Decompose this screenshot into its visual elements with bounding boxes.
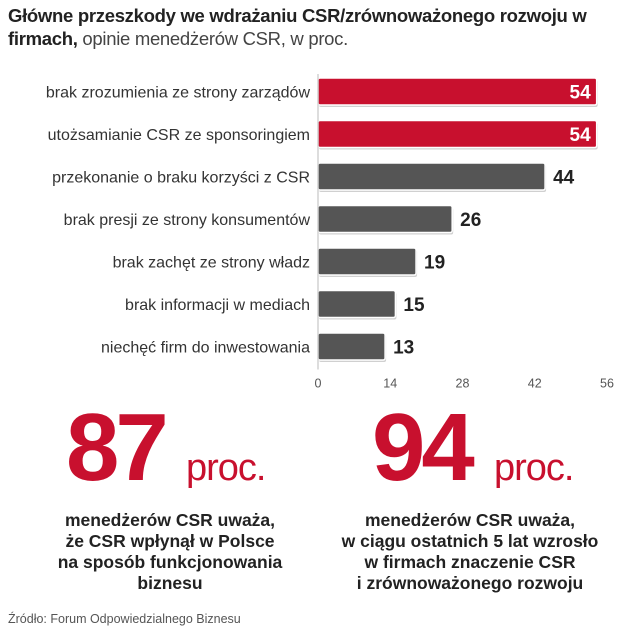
value-label-5: 15 xyxy=(403,295,425,316)
x-tick-label-3: 42 xyxy=(528,377,542,391)
stat-2-unit: proc. xyxy=(494,447,574,489)
stat-1-line-4: biznesu xyxy=(137,573,203,593)
category-label-0: brak zrozumienia ze strony zarządów xyxy=(46,85,311,102)
stat-2-number: 94 xyxy=(372,394,475,501)
value-label-2: 44 xyxy=(553,168,575,189)
bar-chart: brak zrozumienia ze strony zarządów 54 uto… xyxy=(46,74,614,391)
category-label-4: brak zachęt ze strony władz xyxy=(113,255,310,272)
stat-2-description: menedżerów CSR uważa, w ciągu ostatnich … xyxy=(315,510,625,594)
stat-2-line-2: w ciągu ostatnich 5 lat wzrosło xyxy=(341,531,599,551)
stat-1-description: menedżerów CSR uważa, że CSR wpłynął w P… xyxy=(20,510,320,594)
bar-6 xyxy=(317,332,386,361)
stat-1-unit: proc. xyxy=(186,447,266,489)
title-bold: Główne przeszkody we wdrażaniu CSR/zrówn… xyxy=(8,5,587,49)
category-label-5: brak informacji w mediach xyxy=(125,297,310,314)
stat-2-line-3: w firmach znaczenie CSR xyxy=(364,552,576,572)
value-label-0: 54 xyxy=(570,83,592,104)
bar-5 xyxy=(317,289,397,319)
value-label-1: 54 xyxy=(570,125,592,146)
source-note: Źródło: Forum Odpowiedzialnego Biznesu xyxy=(8,612,241,626)
stat-2-line-4: i zrównoważonego rozwoju xyxy=(356,573,584,593)
x-tick-label-0: 0 xyxy=(315,377,322,391)
bar-0 xyxy=(317,77,598,106)
category-label-1: utożsamianie CSR ze sponsoringiem xyxy=(48,127,310,144)
chart-title: Główne przeszkody we wdrażaniu CSR/zrówn… xyxy=(8,4,623,50)
x-tick-label-1: 14 xyxy=(383,377,397,391)
stat-1-number: 87 xyxy=(66,394,169,501)
title-light: opinie menedżerów CSR, w proc. xyxy=(77,28,348,49)
stat-2-line-1: menedżerów CSR uważa, xyxy=(364,510,576,530)
bar-3 xyxy=(317,204,453,234)
x-tick-label-4: 56 xyxy=(600,377,614,391)
value-label-3: 26 xyxy=(460,210,481,231)
value-label-4: 19 xyxy=(424,253,445,274)
stat-1-line-3: na sposób funkcjonowania xyxy=(57,552,283,572)
bar-1 xyxy=(317,119,598,149)
category-label-3: brak presji ze strony konsumentów xyxy=(64,212,311,229)
category-label-6: niechęć firm do inwestowania xyxy=(101,340,310,357)
category-label-2: przekonanie o braku korzyści z CSR xyxy=(52,170,310,187)
value-label-6: 13 xyxy=(393,338,414,359)
bar-2 xyxy=(317,162,546,191)
stat-1-line-2: że CSR wpłynął w Polsce xyxy=(65,531,275,551)
bar-4 xyxy=(317,247,417,276)
stat-1-line-1: menedżerów CSR uważa, xyxy=(64,510,276,530)
x-tick-label-2: 28 xyxy=(456,377,470,391)
